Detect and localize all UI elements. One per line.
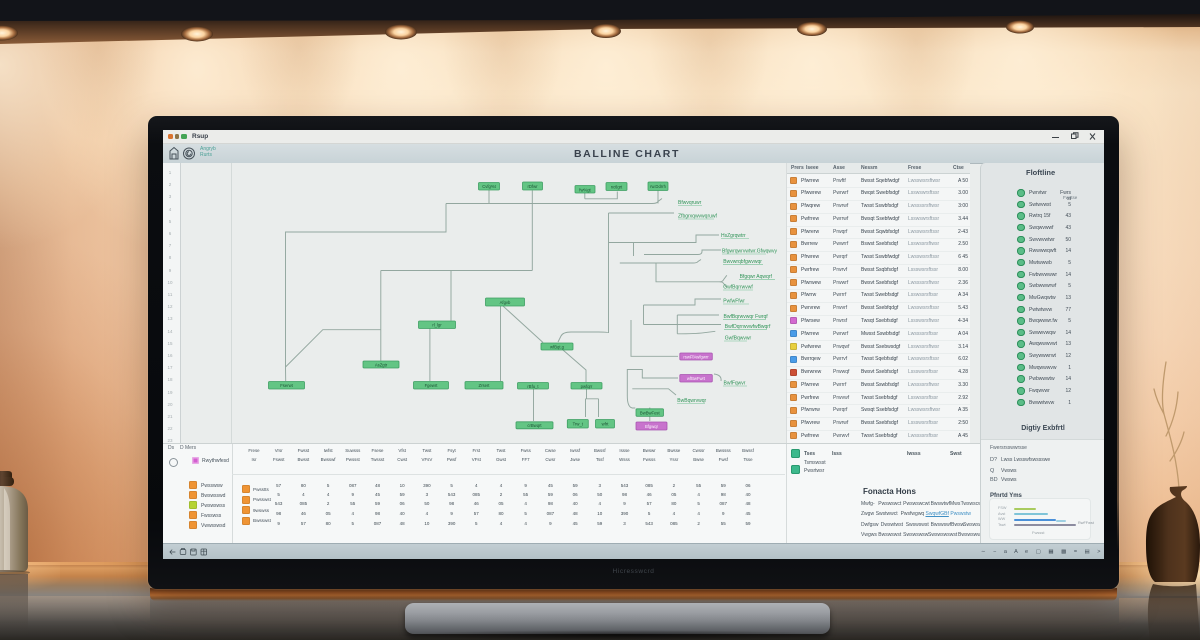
svg-text:BwBqwrvwqr: BwBqwrvwqr (677, 398, 706, 404)
svg-text:BwfDqrrwvwfwBwqrf: BwfDqrrwvwfwBwqrf (725, 324, 771, 330)
svg-text:wfBqt.g: wfBqt.g (550, 345, 565, 350)
svg-text:Fserwt: Fserwt (280, 383, 293, 388)
svg-text:GwfBqrrwvwf: GwfBqrrwvwf (723, 285, 753, 291)
svg-text:nctlgrt: nctlgrt (611, 184, 623, 189)
svg-text:pwfqrr: pwfqrr (581, 384, 593, 389)
svg-text:rswFfAwfgwrr: rswFfAwfgwrr (683, 355, 709, 360)
svg-text:wfrt: wfrt (602, 421, 610, 426)
svg-text:Bwvwrqbfgwvwqr: Bwvwrqbfgwvwqr (723, 259, 762, 265)
svg-text:Cvfg%t: Cvfg%t (482, 184, 496, 189)
svg-text:Zfbgrxqwvwqruwf: Zfbgrxqwvwqruwf (678, 214, 718, 220)
svg-text:BwfBqrwvwqr Fwrqf: BwfBqrwvwqr Fwrqf (724, 314, 769, 320)
svg-text:Bfgwrqwrvwtwr.Gfwqwvy: Bfgwrqwrvwtwr.Gfwqwvy (722, 249, 778, 255)
svg-text:Bfgqwr Aqwqrf: Bfgqwr Aqwqrf (740, 274, 773, 280)
svg-text:Zrsert: Zrsert (479, 383, 491, 388)
svg-text:rBfu_t: rBfu_t (527, 384, 539, 389)
svg-text:fw%gt: fw%gt (579, 187, 591, 192)
svg-text:Fgewrt: Fgewrt (425, 383, 439, 388)
svg-text:PwfwFfwr: PwfwFfwr (723, 299, 745, 305)
svg-text:HsZgrqwtrr: HsZgrqwtrr (721, 233, 746, 239)
svg-text:rDfwr: rDfwr (527, 184, 538, 189)
svg-text:crBwqrt: crBwqrt (527, 423, 542, 428)
svg-text:rw.Ddrrh: rw.Ddrrh (650, 184, 666, 189)
svg-text:Bfwvqruwr: Bfwvqruwr (678, 200, 702, 206)
svg-text:Afgvb: Afgvb (500, 300, 511, 305)
svg-text:GwfBqwvwr: GwfBqwvwr (725, 336, 752, 342)
svg-text:Bfgwqr: Bfgwqr (645, 424, 659, 429)
svg-text:BwfFqwvr: BwfFqwvr (724, 381, 746, 387)
svg-text:BwBwFest: BwBwFest (640, 410, 661, 415)
svg-text:Trw_t: Trw_t (573, 421, 584, 426)
svg-text:wfBwFwrt: wfBwFwrt (687, 376, 706, 381)
svg-text:rl_lgr: rl_lgr (432, 323, 442, 328)
svg-text:AsZgtr: AsZgtr (375, 363, 388, 368)
